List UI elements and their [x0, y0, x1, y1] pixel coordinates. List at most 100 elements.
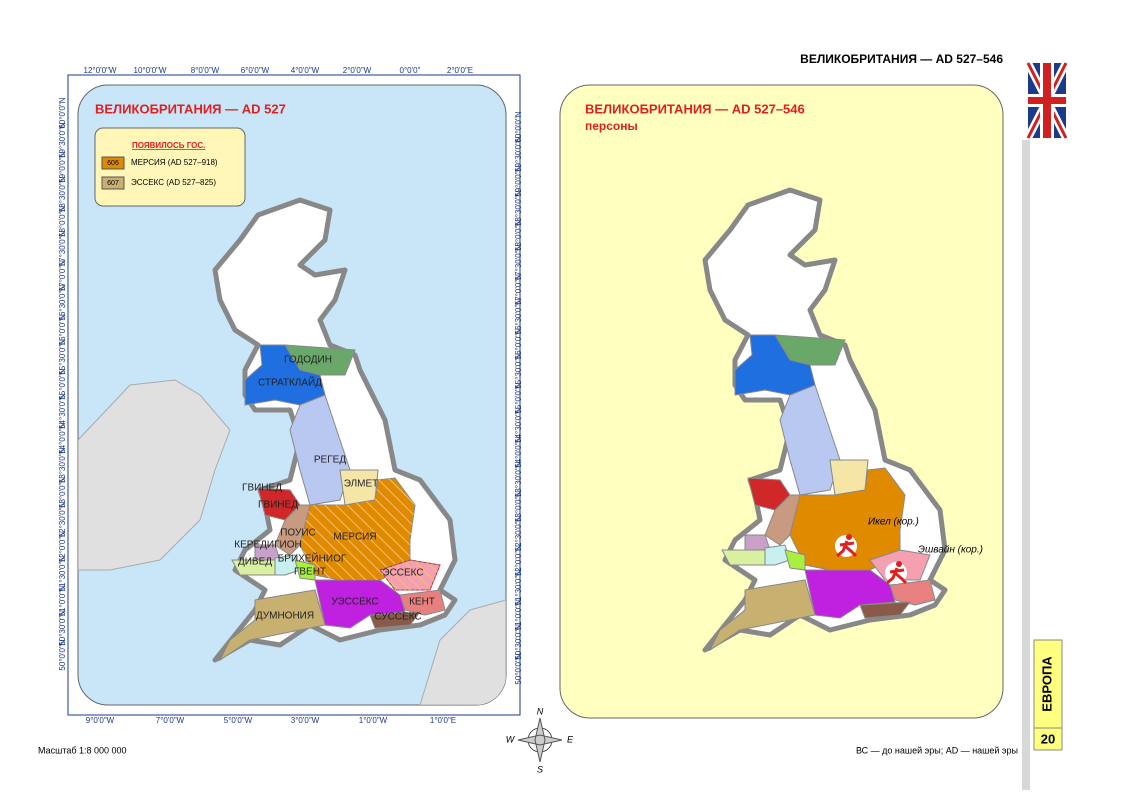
coordinate-label: 55°30'0"N [514, 353, 523, 389]
coordinate-label: 60°0'0"N [58, 97, 67, 128]
region-label: УЭССЕКС [331, 597, 378, 608]
legend-title: ПОЯВИЛОСЬ ГОС. [132, 141, 205, 150]
page-number: 20 [1041, 731, 1055, 746]
coordinate-label: 53°30'0"N [514, 461, 523, 497]
coordinate-label: 57°0'0"N [514, 274, 523, 305]
france [419, 599, 506, 705]
coordinate-label: 59°0'0"N [58, 151, 67, 182]
page-tab [1033, 727, 1063, 751]
compass-letter: E [567, 734, 574, 744]
region-label: ДУМНОНИЯ [256, 611, 314, 622]
region-label: СУССЕКС [374, 612, 421, 623]
region-label: КЕРЕДИГИОН [234, 540, 301, 551]
region-label: МЕРСИЯ [333, 532, 376, 543]
coordinate-label: 58°0'0"N [58, 206, 67, 237]
coordinate-label: 4°0'0"W [291, 66, 320, 75]
region-label: БРИХЕЙНИОГ [278, 552, 347, 565]
coordinate-label: 56°0'0"N [514, 328, 523, 359]
coordinate-label: 52°30'0"N [514, 515, 523, 551]
section-tab [1033, 639, 1063, 729]
legend [94, 127, 246, 207]
coordinate-label: 59°30'0"N [514, 136, 523, 172]
coordinate-label: 55°0'0"N [58, 368, 67, 399]
compass [517, 717, 563, 763]
coordinate-label: 59°0'0"N [514, 165, 523, 196]
ireland [78, 379, 231, 571]
region-label: ГВЕНТ [294, 567, 326, 578]
coordinate-label: 51°0'0"N [514, 599, 523, 630]
coordinate-label: 2°0'0"W [343, 66, 372, 75]
coordinate-label: 59°30'0"N [58, 122, 67, 158]
era-note: ВС — до нашей эры; AD — нашей эры [856, 745, 1018, 755]
coordinate-label: 57°30'0"N [58, 230, 67, 266]
region-label: ДИВЕД [238, 557, 272, 568]
coordinate-label: 55°30'0"N [58, 339, 67, 375]
right-map-subtitle: персоны [585, 119, 638, 133]
page-header: ВЕЛИКОБРИТАНИЯ — AD 527–546 [800, 52, 1003, 66]
legend-label: МЕРСИЯ (AD 527–918) [131, 158, 218, 167]
coordinate-label: 9°0'0"W [86, 716, 115, 725]
coordinate-label: 2°0'0"E [447, 66, 473, 75]
coordinate-label: 51°30'0"N [58, 556, 67, 592]
hatch [300, 478, 415, 580]
side-bar [1022, 140, 1030, 790]
coordinate-label: 57°30'0"N [514, 244, 523, 280]
legend-label: ЭССЕКС (AD 527–825) [131, 178, 216, 187]
legend-swatch [101, 176, 125, 190]
coordinate-label: 54°0'0"N [514, 436, 523, 467]
coordinate-label: 54°30'0"N [514, 407, 523, 443]
left-map-title: ВЕЛИКОБРИТАНИЯ — AD 527 [95, 101, 286, 116]
region-label: ГВИНЕД [242, 483, 282, 494]
legend-swatch [101, 156, 125, 170]
coordinate-label: 52°30'0"N [58, 501, 67, 537]
coordinate-label: 8°0'0"W [191, 66, 220, 75]
region-labels: ГОДОДИН СТРАТКЛАЙД РЕГЕД ЭЛМЕТ ГВИНЕД ГВ… [234, 355, 435, 623]
coordinate-label: 60°0'0"N [514, 111, 523, 142]
compass-letter: W [506, 734, 516, 744]
region-label: ЭССЕКС [382, 568, 423, 579]
coordinate-label: 1°0'0"W [359, 716, 388, 725]
person-label: Эшвайн (кор.) [918, 545, 983, 556]
compass-letter: N [537, 706, 544, 716]
coordinate-label: 5°0'0"W [224, 716, 253, 725]
map-frame [67, 74, 521, 716]
coordinate-label: 50°0'0"N [58, 639, 67, 670]
coordinate-label: 54°30'0"N [58, 393, 67, 429]
coordinate-label: 55°0'0"N [514, 382, 523, 413]
region-label: СТРАТКЛАЙД [258, 376, 322, 389]
person-icon [835, 534, 858, 558]
coordinate-label: 10°0'0"W [134, 66, 167, 75]
coordinate-label: 52°0'0"N [514, 545, 523, 576]
coordinate-label: 56°0'0"N [58, 314, 67, 345]
person-label: Икел (кор.) [868, 517, 919, 528]
section-label: ЕВРОПА [1039, 656, 1054, 712]
compass-letter: S [537, 764, 543, 774]
coordinate-label: 58°0'0"N [514, 220, 523, 251]
coordinate-label: 6°0'0"W [241, 66, 270, 75]
coordinate-label: 50°0'0"N [514, 653, 523, 684]
coordinate-label: 58°30'0"N [58, 176, 67, 212]
coordinate-label: 1°0'0"E [430, 716, 456, 725]
legend-code: 606 [107, 160, 119, 167]
region-label: ГОДОДИН [284, 355, 332, 366]
coordinate-label: 56°30'0"N [58, 285, 67, 321]
coordinate-label: 0°0'0" [400, 66, 421, 75]
coordinate-label: 7°0'0"W [156, 716, 185, 725]
coordinate-label: 54°0'0"N [58, 422, 67, 453]
coordinate-label: 51°0'0"N [58, 585, 67, 616]
coordinate-label: 53°0'0"N [58, 477, 67, 508]
coordinate-label: 53°30'0"N [58, 447, 67, 483]
coordinate-labels: 12°0'0"W 10°0'0"W 8°0'0"W 6°0'0"W 4°0'0"W 2°0… [58, 66, 523, 725]
region-label: ГВИНЕД [258, 500, 298, 511]
region-label: КЕНТ [409, 597, 435, 608]
coordinate-label: 52°0'0"N [58, 531, 67, 562]
coordinate-label: 50°30'0"N [514, 624, 523, 660]
scale: Масштаб 1:8 000 000 [38, 745, 127, 755]
coordinate-label: 57°0'0"N [58, 260, 67, 291]
coordinate-label: 50°30'0"N [58, 610, 67, 646]
coordinate-label: 51°30'0"N [514, 570, 523, 606]
person-icon [885, 561, 908, 585]
region-label: ЭЛМЕТ [344, 479, 379, 490]
uk-flag [1024, 61, 1070, 140]
